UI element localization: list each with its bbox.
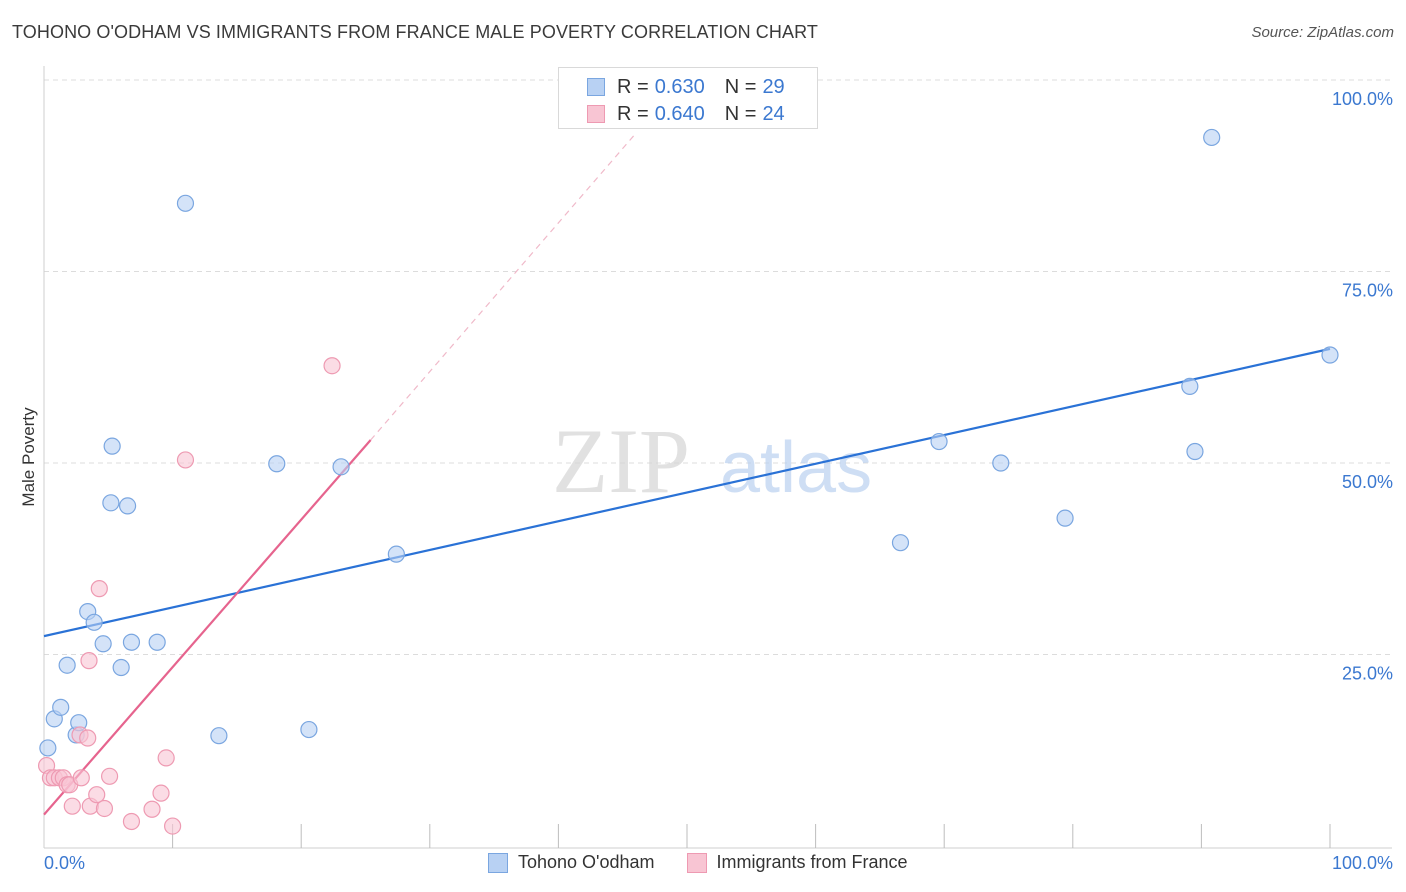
- data-point-blue: [58, 656, 76, 674]
- series-swatch-pink: [686, 852, 707, 873]
- data-point-blue: [1056, 509, 1074, 527]
- data-point-pink: [122, 812, 141, 831]
- data-points: [37, 128, 1339, 835]
- legend-n-value: 29: [762, 75, 785, 98]
- legend-r-label: R =: [617, 102, 649, 125]
- data-point-blue: [210, 727, 228, 745]
- data-point-blue: [992, 454, 1010, 472]
- data-point-blue: [122, 633, 141, 651]
- legend-n-label: N =: [724, 102, 757, 125]
- chart-title: TOHONO O'ODHAM VS IMMIGRANTS FROM FRANCE…: [12, 22, 818, 42]
- data-point-blue: [1181, 377, 1199, 395]
- data-point-blue: [94, 635, 112, 653]
- trend-line-blue: [43, 347, 1331, 638]
- y-tick-label: 100.0%: [1332, 89, 1393, 109]
- legend-r-label: R =: [617, 75, 649, 98]
- data-point-blue: [85, 613, 103, 631]
- legend-row-tohono: R = 0.630 N = 29: [587, 75, 785, 99]
- data-point-pink: [95, 799, 114, 818]
- y-axis-label: Male Poverty: [19, 407, 38, 507]
- data-point-pink: [176, 451, 195, 469]
- data-point-pink: [100, 767, 119, 785]
- x-tick-label-max: 100.0%: [1332, 853, 1393, 873]
- trend-line-pink: [43, 439, 372, 816]
- source-label: Source: ZipAtlas.com: [1251, 24, 1394, 41]
- data-point-pink: [152, 784, 170, 802]
- data-point-blue: [387, 545, 405, 563]
- data-point-pink: [143, 800, 161, 818]
- data-point-pink: [79, 729, 97, 747]
- data-point-pink: [88, 786, 106, 804]
- data-point-blue: [1203, 128, 1221, 147]
- data-point-blue: [930, 432, 948, 451]
- legend-r-value: 0.640: [654, 102, 705, 125]
- grid-lines: 25.0% 50.0% 75.0% 100.0%: [44, 79, 1393, 684]
- legend-swatch-pink: [587, 105, 605, 123]
- y-tick-label: 25.0%: [1342, 664, 1393, 684]
- trend-extension-pink: [370, 133, 637, 441]
- data-point-pink: [323, 357, 341, 375]
- data-point-blue: [118, 497, 137, 515]
- series-legend-tohono: Tohono O'odham: [488, 852, 655, 873]
- legend-r-value: 0.630: [654, 75, 705, 98]
- series-legend-france: Immigrants from France: [686, 852, 908, 873]
- data-point-blue: [52, 698, 70, 716]
- series-legend: Tohono O'odham Immigrants from France: [488, 852, 940, 873]
- y-tick-label: 50.0%: [1342, 472, 1393, 492]
- data-point-pink: [90, 580, 108, 598]
- series-legend-label: Immigrants from France: [716, 852, 908, 872]
- data-point-blue: [1186, 442, 1204, 461]
- data-point-blue: [103, 437, 121, 455]
- watermark-zip: ZIP: [552, 410, 690, 512]
- legend-n-value: 24: [762, 102, 785, 125]
- data-point-pink: [157, 749, 175, 767]
- series-legend-label: Tohono O'odham: [518, 852, 655, 872]
- data-point-pink: [63, 797, 81, 815]
- data-point-blue: [176, 194, 195, 212]
- legend-row-france: R = 0.640 N = 24: [587, 102, 785, 126]
- x-tick-label-min: 0.0%: [44, 853, 85, 873]
- series-swatch-blue: [488, 852, 508, 873]
- axes: [43, 66, 1392, 849]
- data-point-blue: [39, 739, 57, 757]
- data-point-blue: [1321, 346, 1339, 364]
- data-point-pink: [72, 769, 90, 787]
- data-point-pink: [80, 652, 98, 670]
- legend-swatch-blue: [587, 78, 605, 96]
- data-point-blue: [112, 658, 130, 677]
- data-point-blue: [332, 458, 350, 476]
- data-point-blue: [268, 455, 286, 473]
- data-point-blue: [300, 720, 318, 739]
- data-point-blue: [102, 494, 120, 512]
- data-point-blue: [148, 633, 166, 651]
- data-point-blue: [891, 534, 910, 552]
- trend-lines: [43, 133, 1331, 816]
- y-tick-label: 75.0%: [1342, 281, 1393, 301]
- legend-n-label: N =: [724, 75, 757, 98]
- correlation-legend: R = 0.630 N = 29 R = 0.640 N = 24: [558, 67, 818, 129]
- data-point-pink: [164, 817, 182, 835]
